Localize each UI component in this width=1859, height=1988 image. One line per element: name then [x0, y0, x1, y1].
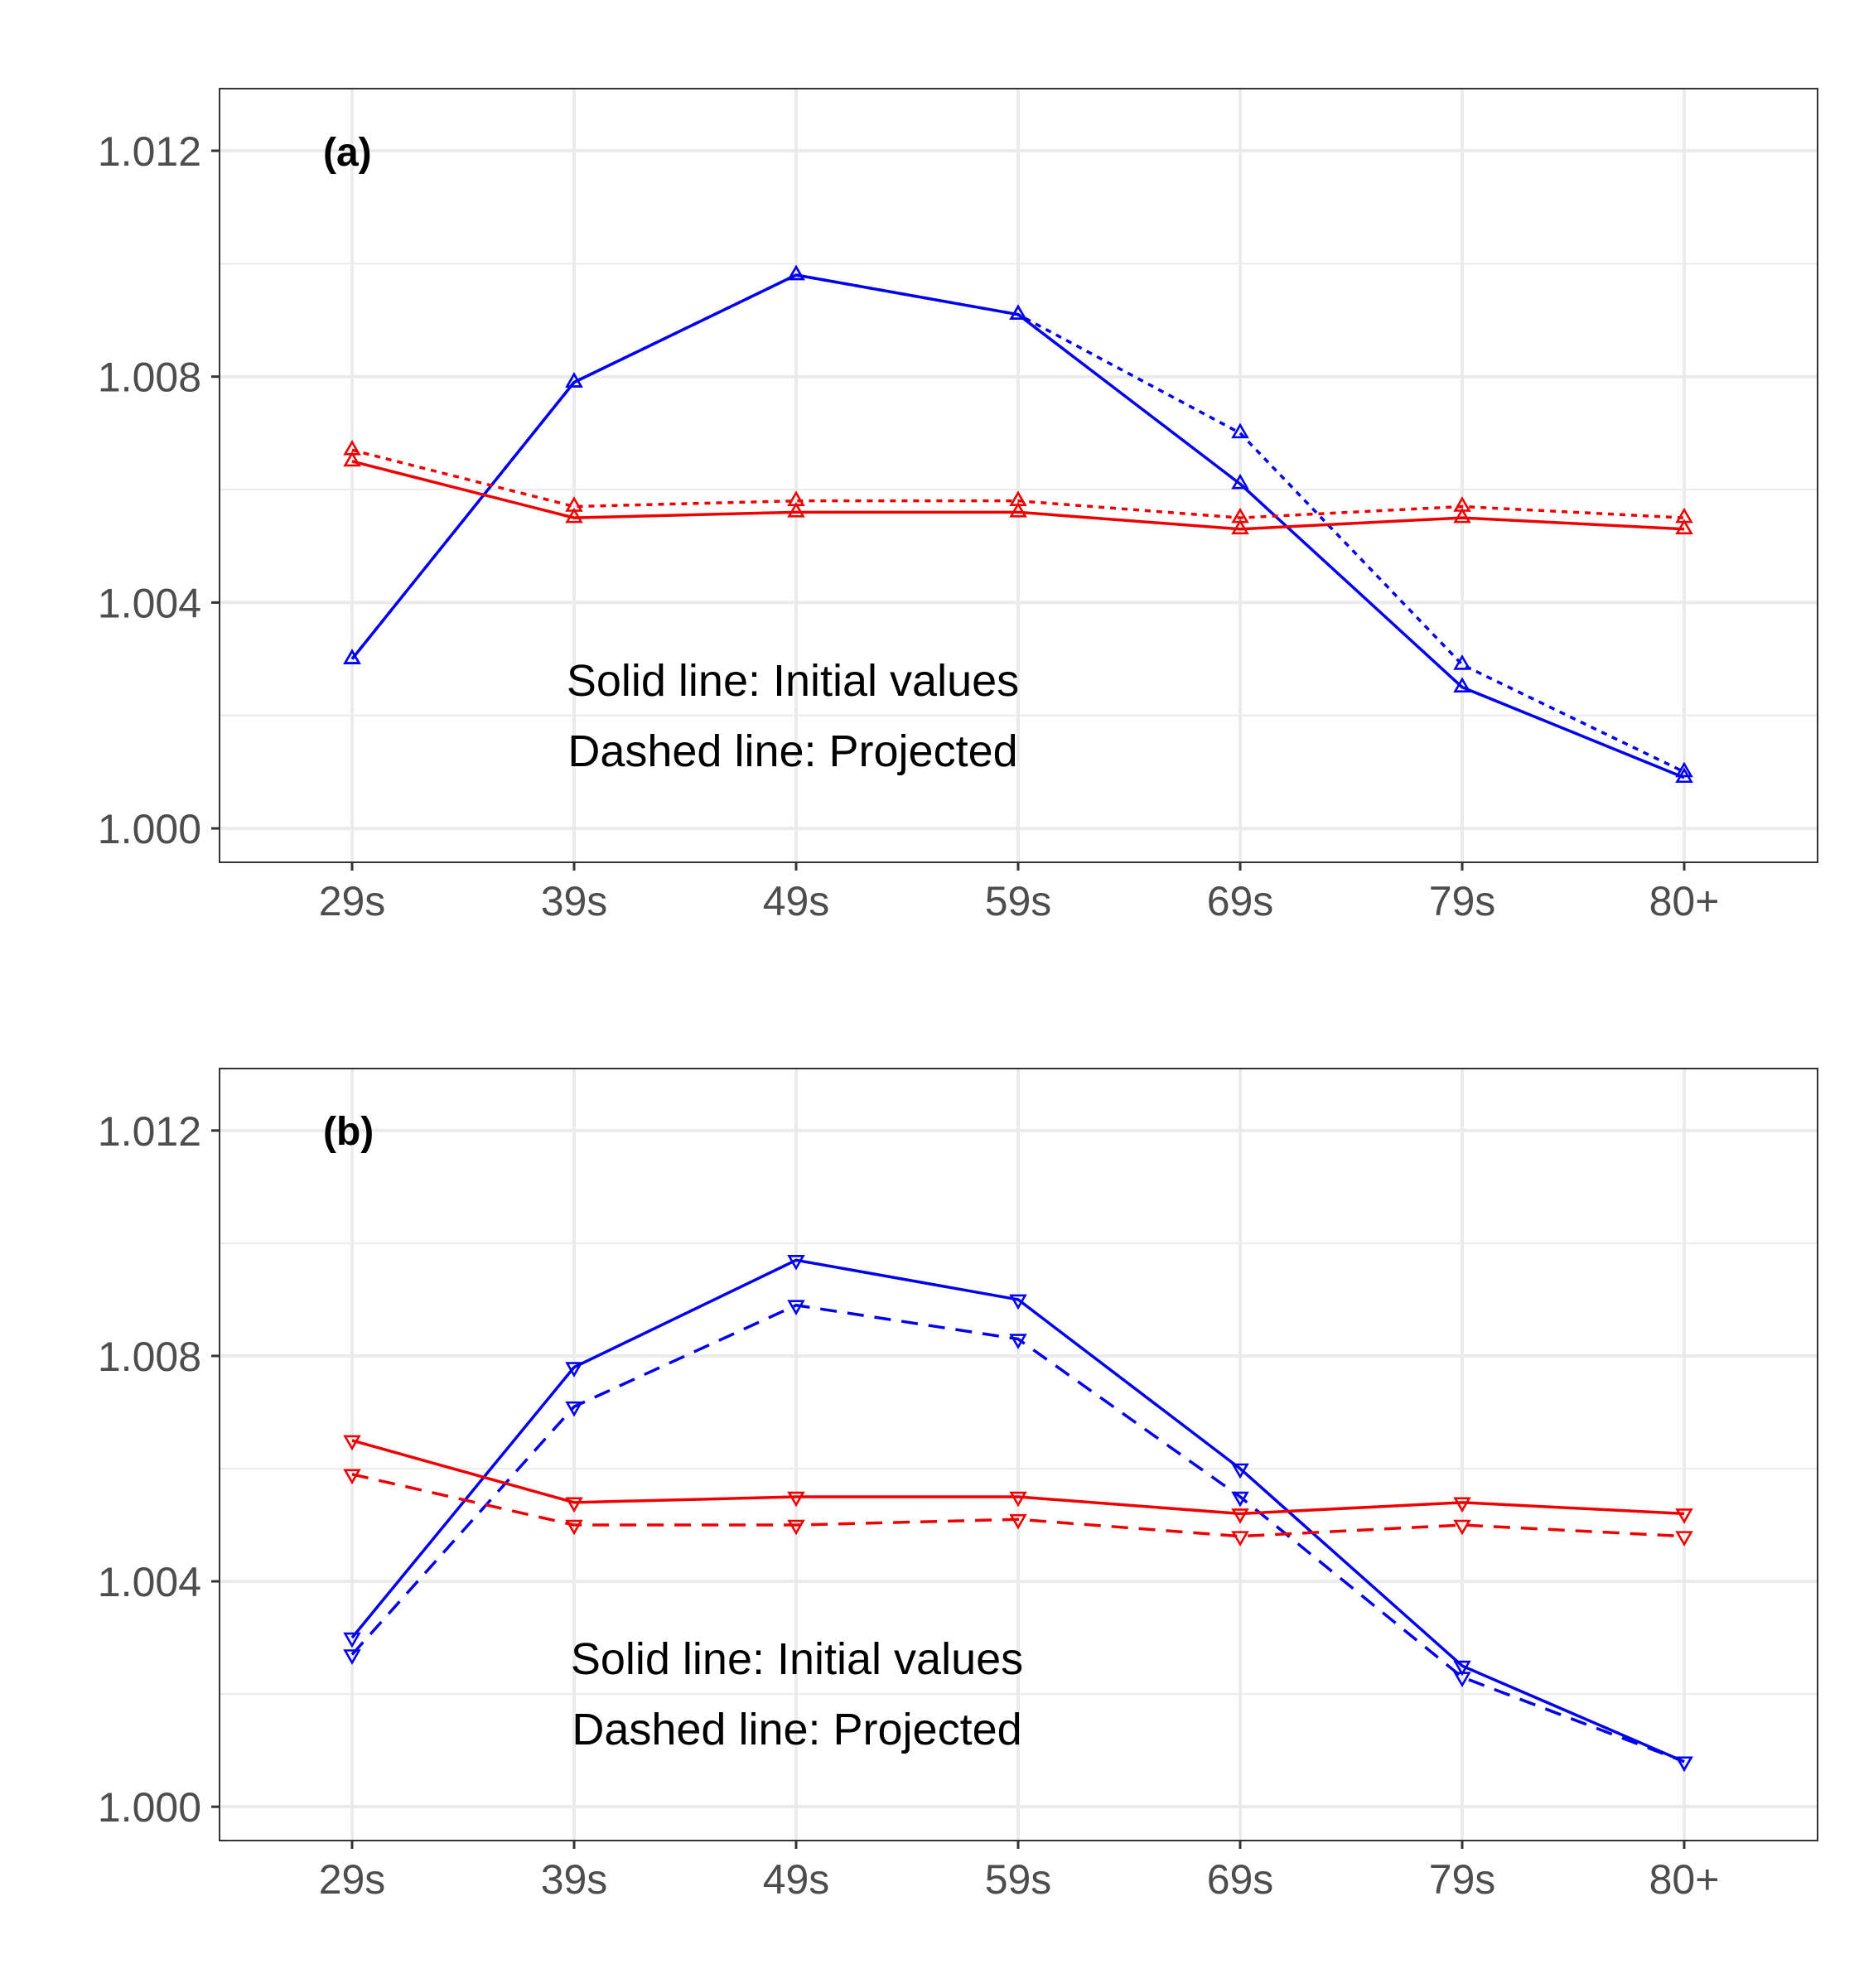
series-0-point: [1453, 1660, 1471, 1677]
panel-border: [219, 1068, 1818, 1841]
series-3-point: [1009, 490, 1027, 506]
series-line-3: [351, 1473, 1685, 1538]
series-1-point: [1453, 654, 1471, 670]
series-3-point: [343, 440, 361, 456]
series-1-point: [1009, 1334, 1027, 1349]
series-0-point: [343, 1632, 361, 1648]
x-tick-label: 79s: [1429, 1856, 1496, 1903]
y-tick-label: 1.004: [98, 1559, 201, 1605]
annotation-text: Solid line: Initial values: [571, 1634, 1023, 1684]
x-tick-label: 69s: [1207, 878, 1274, 924]
series-3-point: [787, 1519, 805, 1536]
series-0-point: [787, 1254, 805, 1271]
series-3-point: [343, 1469, 361, 1485]
series-2-point: [565, 507, 583, 524]
series-line-1: [350, 273, 1685, 774]
series-3-point: [1675, 1531, 1693, 1546]
panel-label: (a): [323, 131, 372, 175]
series-2-point: [343, 451, 361, 467]
series-2-point: [1009, 501, 1027, 518]
x-tick-label: 39s: [541, 1856, 608, 1903]
series-2-point: [1231, 1508, 1249, 1524]
x-tick-label: 80+: [1649, 878, 1720, 924]
y-tick-label: 1.008: [98, 355, 201, 401]
series-2-point: [1675, 1508, 1693, 1524]
x-tick-label: 39s: [541, 878, 608, 924]
x-tick-label: 59s: [985, 878, 1052, 924]
series-3-point: [1453, 496, 1471, 512]
series-1-point: [1675, 761, 1693, 778]
series-2-point: [1453, 1497, 1471, 1513]
series-1-point: [787, 1300, 805, 1316]
series-3-point: [1009, 1513, 1027, 1530]
x-tick-label: 59s: [985, 1856, 1052, 1903]
y-tick-label: 1.012: [98, 1108, 201, 1155]
annotation-text: Solid line: Initial values: [567, 656, 1019, 706]
series-2-point: [1009, 1491, 1027, 1508]
y-tick-label: 1.012: [98, 128, 201, 175]
series-1-point: [565, 1401, 583, 1417]
x-tick-label: 29s: [319, 1856, 386, 1903]
series-2-point: [787, 501, 805, 518]
series-line-1: [350, 1303, 1685, 1764]
y-tick-label: 1.008: [98, 1334, 201, 1380]
series-3-point: [1231, 1531, 1249, 1546]
series-2-point: [343, 1435, 361, 1451]
x-tick-label: 80+: [1649, 1856, 1720, 1903]
x-tick-label: 49s: [763, 878, 830, 924]
series-0-point: [565, 1362, 583, 1378]
series-1-point: [343, 649, 361, 664]
series-2-point: [565, 1497, 583, 1513]
series-1-point: [1231, 1491, 1249, 1508]
series-1-point: [787, 264, 805, 281]
series-2-point: [1231, 519, 1249, 535]
series-line-3: [351, 448, 1685, 519]
series-2-point: [787, 1491, 805, 1508]
x-tick-label: 79s: [1429, 878, 1496, 924]
annotation-text: Dashed line: Projected: [567, 726, 1017, 776]
series-line-0: [350, 1258, 1685, 1764]
y-tick-label: 1.004: [98, 580, 201, 626]
series-line-2: [351, 460, 1685, 531]
series-0-point: [1453, 677, 1471, 692]
series-3-point: [565, 496, 583, 512]
series-2-point: [1453, 507, 1471, 524]
series-2-point: [1675, 519, 1693, 535]
series-3-point: [1453, 1519, 1471, 1536]
series-3-point: [1675, 507, 1693, 524]
x-tick-label: 69s: [1207, 1856, 1274, 1903]
x-tick-label: 29s: [319, 878, 386, 924]
annotation-text: Dashed line: Projected: [572, 1705, 1021, 1754]
panel-border: [219, 88, 1818, 863]
series-1-point: [1453, 1672, 1471, 1688]
panel-b: 1.000 1.004 1.008 1.012 29s 39s 49s 59s 69s 79s 80…: [98, 1068, 1818, 1903]
series-line-2: [351, 1439, 1685, 1516]
series-0-point: [1231, 1463, 1249, 1479]
y-tick-label: 1.000: [98, 806, 201, 852]
series-1-point: [1009, 304, 1027, 321]
series-1-point: [1231, 422, 1249, 439]
series-3-point: [565, 1519, 583, 1536]
x-tick-label: 49s: [763, 1856, 830, 1903]
series-1-point: [343, 1649, 361, 1665]
panel-label: (b): [323, 1110, 374, 1154]
series-1-point: [1675, 1756, 1693, 1773]
series-3-point: [1231, 507, 1249, 524]
series-3-point: [787, 490, 805, 506]
series-1-point: [565, 372, 583, 388]
panel-a: 1.000 1.004 1.008 1.012 29s 39s 49s 59s 69s 79s 80…: [98, 88, 1818, 924]
series-0-point: [1231, 473, 1249, 490]
y-tick-label: 1.000: [98, 1784, 201, 1831]
series-0-point: [1009, 1294, 1027, 1310]
